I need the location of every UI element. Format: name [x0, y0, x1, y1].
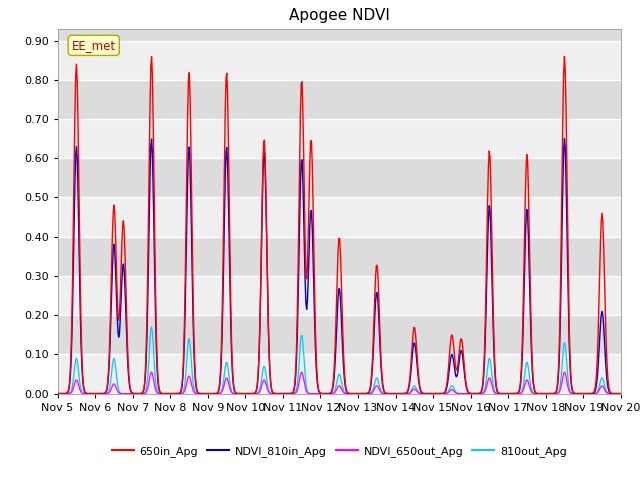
Bar	[58, 119, 621, 158]
Bar	[58, 354, 621, 394]
Text: EE_met: EE_met	[72, 39, 116, 52]
Title: Apogee NDVI: Apogee NDVI	[289, 9, 390, 24]
Bar	[58, 276, 621, 315]
Bar	[58, 197, 621, 237]
Bar	[58, 41, 621, 80]
Legend: 650in_Apg, NDVI_810in_Apg, NDVI_650out_Apg, 810out_Apg: 650in_Apg, NDVI_810in_Apg, NDVI_650out_A…	[108, 441, 571, 461]
